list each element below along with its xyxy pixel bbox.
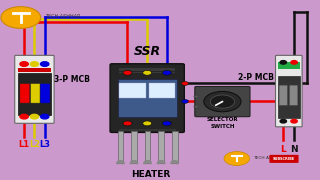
Text: N: N <box>290 145 298 154</box>
Text: 3-P MCB: 3-P MCB <box>54 75 90 84</box>
FancyBboxPatch shape <box>110 64 184 132</box>
Bar <box>119 72 175 73</box>
Text: L1: L1 <box>19 140 30 149</box>
Circle shape <box>41 114 49 119</box>
Bar <box>158 131 164 163</box>
Text: SUBSCRIBE: SUBSCRIBE <box>273 157 295 161</box>
Circle shape <box>30 62 39 66</box>
Bar <box>117 131 123 163</box>
Circle shape <box>20 62 28 66</box>
Bar <box>119 84 146 98</box>
Text: TECH ASHHAR: TECH ASHHAR <box>253 156 284 160</box>
FancyBboxPatch shape <box>30 84 41 103</box>
Circle shape <box>20 114 28 119</box>
Circle shape <box>181 82 188 85</box>
Bar <box>172 131 178 163</box>
Text: L3: L3 <box>39 140 50 149</box>
Circle shape <box>291 61 297 64</box>
FancyBboxPatch shape <box>195 87 250 117</box>
Text: TECH ASHHAR: TECH ASHHAR <box>45 14 80 19</box>
Text: L: L <box>280 145 286 154</box>
FancyBboxPatch shape <box>276 55 302 127</box>
Circle shape <box>163 70 172 75</box>
Circle shape <box>143 70 152 75</box>
Bar <box>119 70 175 71</box>
Circle shape <box>123 121 132 126</box>
Circle shape <box>1 7 41 28</box>
Circle shape <box>30 114 39 119</box>
Circle shape <box>291 120 297 123</box>
Bar <box>278 62 300 69</box>
Bar <box>118 79 177 117</box>
Text: L2: L2 <box>29 140 40 149</box>
Bar <box>18 73 51 115</box>
Circle shape <box>204 91 241 112</box>
FancyBboxPatch shape <box>40 84 50 103</box>
Circle shape <box>181 100 188 103</box>
Circle shape <box>123 70 132 75</box>
FancyBboxPatch shape <box>279 85 287 105</box>
Bar <box>148 84 175 98</box>
FancyBboxPatch shape <box>269 155 299 163</box>
Circle shape <box>41 62 49 66</box>
Bar <box>119 68 175 69</box>
Bar <box>18 68 51 72</box>
FancyBboxPatch shape <box>20 84 30 103</box>
Circle shape <box>280 120 286 123</box>
Circle shape <box>210 95 235 108</box>
Text: SSR: SSR <box>134 45 161 58</box>
FancyBboxPatch shape <box>15 55 54 123</box>
Circle shape <box>194 105 199 108</box>
Circle shape <box>194 95 199 98</box>
Circle shape <box>224 152 250 166</box>
Bar <box>278 76 300 118</box>
Bar <box>131 131 137 163</box>
Circle shape <box>280 61 286 64</box>
Text: SELECTOR
SWITCH: SELECTOR SWITCH <box>207 117 238 129</box>
Circle shape <box>143 121 152 126</box>
Text: HEATER: HEATER <box>131 170 170 179</box>
FancyBboxPatch shape <box>289 85 298 105</box>
Bar <box>145 131 150 163</box>
Bar <box>119 69 175 70</box>
Text: 2-P MCB: 2-P MCB <box>238 73 274 82</box>
Circle shape <box>163 121 172 126</box>
